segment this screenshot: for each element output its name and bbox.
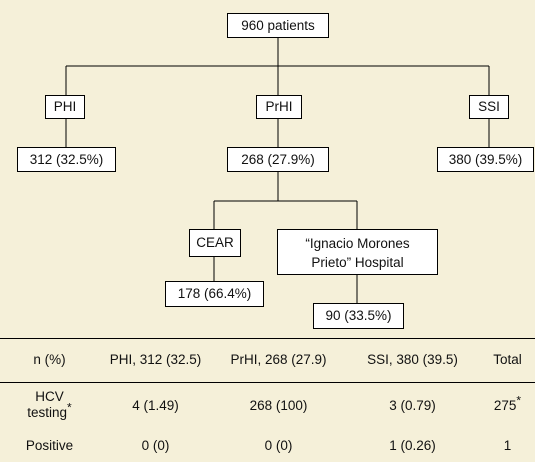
cear-count-box: 178 (66.4%) <box>165 281 264 307</box>
phi-label: PHI <box>53 99 77 114</box>
cear-label: CEAR <box>196 235 234 250</box>
phi-box: PHI <box>45 95 85 119</box>
connector-lines <box>65 37 490 303</box>
header-prhi: PrHI, 268 (27.9) <box>212 338 345 383</box>
header-phi: PHI, 312 (32.5) <box>99 338 212 383</box>
footnote-mark: * <box>516 393 522 408</box>
prhi-label: PrHI <box>265 99 293 114</box>
row-label-positive: Positive <box>25 437 74 453</box>
phi-count-box: 312 (32.5%) <box>17 147 116 172</box>
hospital-box: “Ignacio Morones Prieto” Hospital <box>277 229 438 275</box>
hospital-count-box: 90 (33.5%) <box>313 303 404 329</box>
header-n-percent: n (%) <box>0 338 99 383</box>
cell-ssi: 1 (0.26) <box>389 437 436 453</box>
table-row: Positive 0 (0) 0 (0) 1 (0.26) 1 <box>0 428 535 462</box>
cell-total: 275* <box>480 382 535 428</box>
row-label-line2-wrap: testing* <box>0 402 99 421</box>
ssi-box: SSI <box>469 95 509 119</box>
cell-prhi: 0 (0) <box>264 437 293 453</box>
root-box: 960 patients <box>227 13 329 38</box>
row-label-line1: HCV <box>35 389 64 405</box>
prhi-box: PrHI <box>256 95 302 119</box>
cear-box: CEAR <box>189 229 241 257</box>
cell-prhi: 268 (100) <box>249 397 308 413</box>
cell-ssi: 3 (0.79) <box>389 397 436 413</box>
hospital-label-line2: Prieto” Hospital <box>311 255 404 270</box>
cell-phi: 0 (0) <box>141 437 170 453</box>
footnote-mark: * <box>67 400 72 415</box>
table-header-row: n (%) PHI, 312 (32.5) PrHI, 268 (27.9) S… <box>0 338 535 383</box>
results-table: n (%) PHI, 312 (32.5) PrHI, 268 (27.9) S… <box>0 338 535 462</box>
cell-total: 1 <box>503 437 512 453</box>
phi-count: 312 (32.5%) <box>29 152 104 167</box>
row-label-line2: testing <box>27 405 68 421</box>
prhi-count-box: 268 (27.9%) <box>227 147 329 172</box>
table-row: HCV testing* 4 (1.49) 268 (100) 3 (0.79)… <box>0 382 535 428</box>
ssi-count-box: 380 (39.5%) <box>437 147 534 172</box>
prhi-count: 268 (27.9%) <box>241 152 315 167</box>
cell-total-value: 275 <box>493 397 517 413</box>
header-ssi: SSI, 380 (39.5) <box>345 338 480 383</box>
cear-count: 178 (66.4%) <box>177 286 252 301</box>
hospital-label-line1: “Ignacio Morones <box>305 236 410 251</box>
ssi-count: 380 (39.5%) <box>448 152 523 167</box>
row-label-hcv-testing: HCV testing* <box>0 382 99 428</box>
header-total: Total <box>480 338 535 383</box>
root-label: 960 patients <box>241 18 315 33</box>
ssi-label: SSI <box>478 99 500 114</box>
cell-phi: 4 (1.49) <box>132 397 179 413</box>
hospital-count: 90 (33.5%) <box>325 308 392 323</box>
